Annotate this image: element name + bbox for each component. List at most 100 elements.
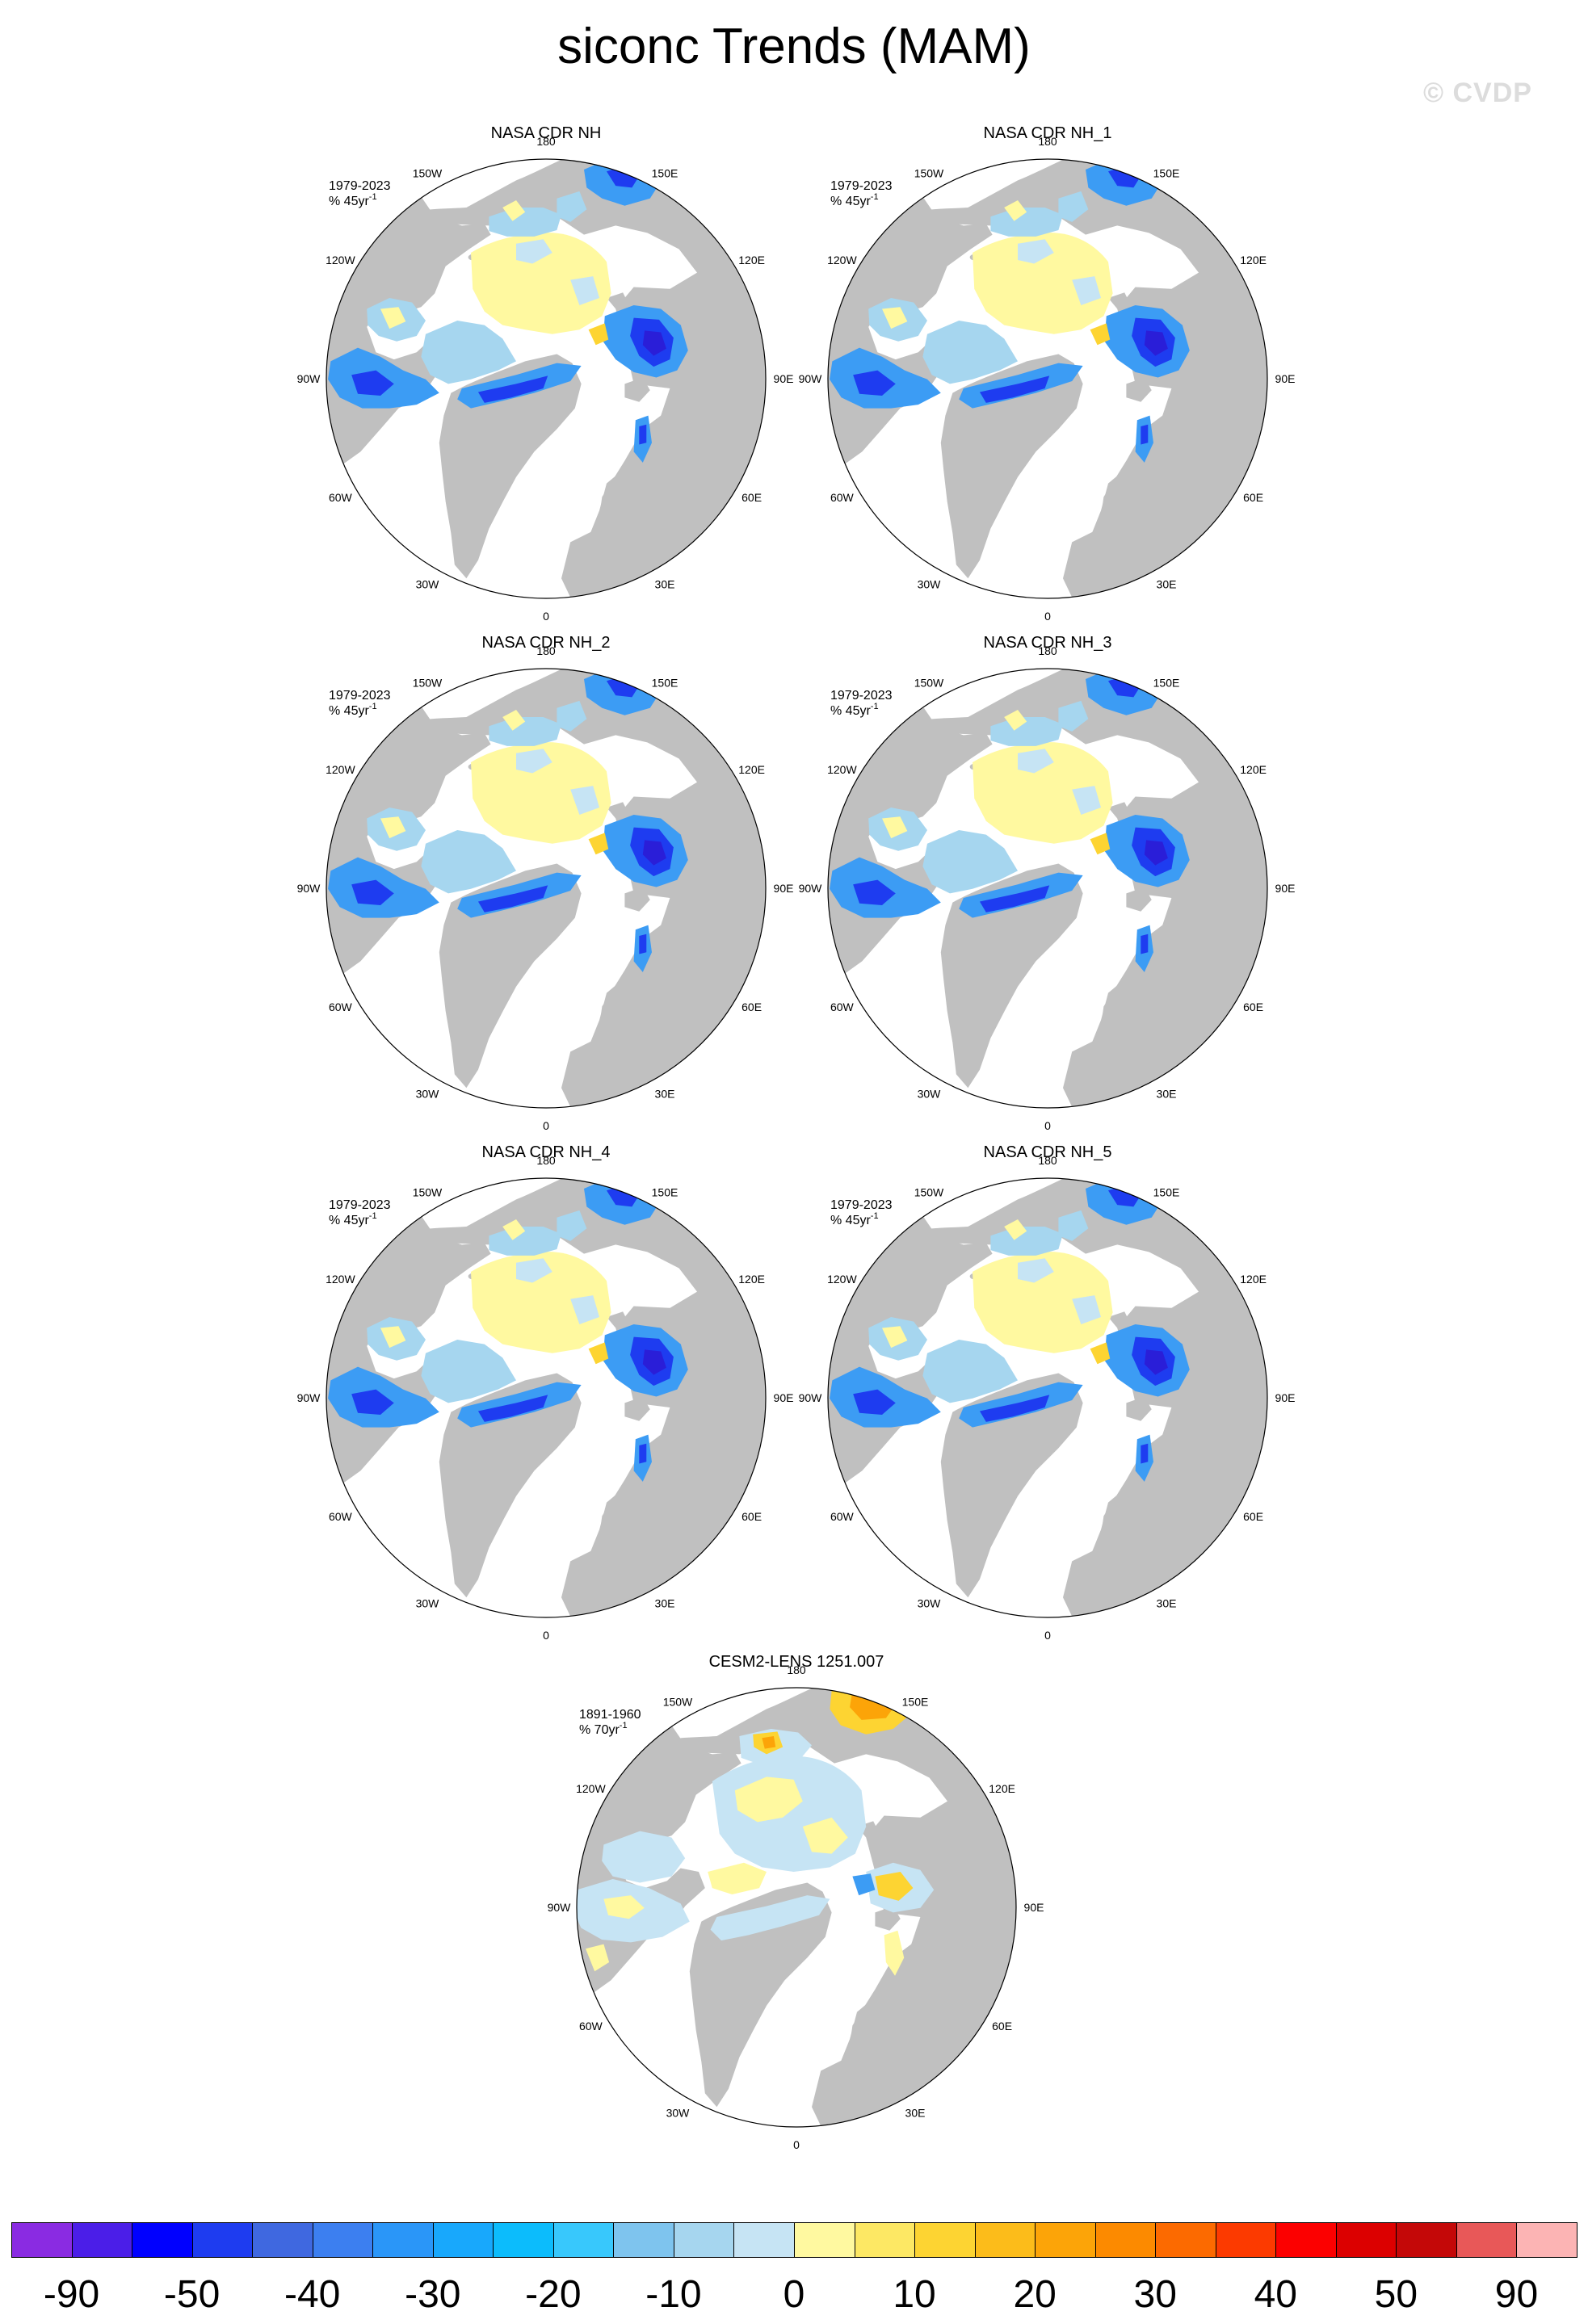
longitude-label: 180: [536, 1154, 556, 1167]
longitude-label: 120E: [738, 1273, 765, 1286]
novaya-zemlya-land: [701, 849, 725, 900]
colorbar-swatch: [854, 2222, 916, 2258]
central-arctic-trend: [973, 742, 1113, 844]
longitude-label: 120E: [738, 763, 765, 776]
longitude-label: 120E: [1240, 763, 1267, 776]
colorbar-swatch: [794, 2222, 855, 2258]
baltic-sea-core: [639, 1443, 647, 1464]
map-panel-nasa-cdr-nh-4: NASA CDR NH_4 1979-2023% 45yr-1 180 150E 120…: [269, 1135, 826, 1652]
scandinavia-land: [1082, 451, 1165, 579]
colorbar-tick-label: 30: [1133, 2273, 1177, 2316]
baffin-bay-trend: [922, 830, 1018, 894]
longitude-label: 90E: [774, 372, 794, 385]
central-arctic-patch: [1018, 749, 1054, 774]
novaya-zemlya-land: [701, 1358, 725, 1410]
greenland-sea-core: [979, 1395, 1050, 1422]
chukchi-sea-trend: [990, 1227, 1063, 1256]
greenland-sea-trend: [710, 1895, 830, 1941]
longitude-label: 150W: [914, 1185, 944, 1198]
baltic-sea-core: [1141, 933, 1149, 954]
hudson-bay-patch: [882, 1326, 908, 1349]
trend-period: 1979-2023: [329, 1198, 391, 1212]
greenland-land: [439, 863, 582, 1089]
longitude-label: 120W: [827, 1273, 857, 1286]
polar-map-border: [827, 1177, 1268, 1618]
longitude-label: 30W: [918, 578, 942, 591]
central-arctic-patch: [516, 749, 552, 774]
longitude-label: 30E: [655, 1088, 675, 1101]
trend-units-exponent: -1: [369, 1211, 377, 1221]
longitude-label: 90E: [1275, 372, 1296, 385]
trend-units: % 70yr-1: [579, 1721, 628, 1737]
central-arctic-patch: [1072, 1295, 1102, 1324]
trend-units: % 45yr-1: [830, 1211, 879, 1227]
longitude-label: 150E: [652, 676, 678, 689]
colorbar-tick-label: 90: [1494, 2273, 1539, 2316]
longitude-label: 0: [793, 2138, 800, 2151]
longitude-label: 30W: [416, 1597, 440, 1610]
longitude-label: 150E: [652, 166, 678, 179]
central-arctic-patch: [1072, 276, 1102, 305]
barents-sea-extreme: [1144, 1349, 1168, 1375]
labrador-sea-core: [853, 879, 896, 905]
scandinavia-land: [581, 451, 663, 579]
trend-period: 1979-2023: [329, 689, 391, 703]
longitude-label: 60E: [1243, 1000, 1263, 1013]
polar-map-border: [576, 1687, 1017, 2128]
longitude-label: 0: [1044, 610, 1051, 623]
baltic-sea-core: [639, 424, 647, 445]
longitude-label: 120E: [989, 1782, 1015, 1795]
severnaya-zemlya-land: [607, 292, 628, 309]
trend-units: % 45yr-1: [830, 192, 879, 208]
severnaya-zemlya-land: [1108, 1311, 1130, 1328]
central-arctic-patch: [570, 276, 600, 305]
arctic-island: [954, 749, 973, 758]
polar-map-content: [828, 1178, 1267, 1617]
longitude-label: 180: [1038, 1154, 1057, 1167]
longitude-label: 120W: [326, 763, 355, 776]
colorbar-swatch: [673, 2222, 735, 2258]
chukchi-sea-trend: [489, 717, 561, 746]
cvdp-watermark: © CVDP: [1423, 78, 1532, 108]
baltic-sea-trend: [884, 1930, 905, 1976]
severnaya-zemlya-land: [607, 1311, 628, 1328]
svalbard-land: [1126, 377, 1152, 402]
polar-map-content: [828, 669, 1267, 1108]
panel-title: NASA CDR NH_3: [984, 634, 1112, 652]
colorbar-swatch: [252, 2222, 313, 2258]
hudson-bay-patch: [380, 816, 406, 839]
hudson-bay-patch: [380, 307, 406, 329]
trend-units: % 45yr-1: [329, 192, 377, 208]
longitude-label: 150W: [413, 166, 443, 179]
scandinavia-land: [831, 1980, 914, 2108]
longitude-label: 90W: [799, 372, 823, 385]
longitude-label: 120W: [827, 763, 857, 776]
longitude-label: 90E: [1024, 1901, 1044, 1914]
trend-units: % 45yr-1: [329, 702, 377, 718]
svalbard-land: [1126, 1396, 1152, 1421]
trend-units-exponent: -1: [871, 1211, 879, 1221]
chukchi-sea-trend: [489, 1227, 561, 1256]
longitude-label: 90E: [1275, 882, 1296, 895]
labrador-sea-core: [351, 370, 394, 396]
scandinavia-land: [1082, 1470, 1165, 1598]
eurasia-land: [631, 1688, 1016, 2127]
barents-sea-extreme: [1144, 330, 1168, 356]
novaya-zemlya-land: [1203, 849, 1226, 900]
longitude-label: 150E: [1153, 166, 1180, 179]
central-arctic-trend: [471, 742, 611, 844]
longitude-label: 150E: [1153, 1185, 1180, 1198]
eurasia-land: [882, 1178, 1267, 1617]
figure-title: siconc Trends (MAM): [557, 19, 1031, 74]
arctic-island: [954, 1258, 973, 1268]
barents-sea-extreme: [642, 1349, 666, 1375]
map-panel-nasa-cdr-nh-3: NASA CDR NH_3 1979-2023% 45yr-1 180 150E 120…: [771, 626, 1328, 1143]
arctic-island: [394, 1292, 417, 1302]
barents-sea-extreme: [642, 330, 666, 356]
barents-sea-extreme: [1144, 840, 1168, 866]
barents-decline-patch: [852, 1873, 876, 1896]
longitude-label: 120E: [1240, 1273, 1267, 1286]
colorbar-swatch: [191, 2222, 254, 2258]
arctic-island: [667, 1785, 694, 1796]
longitude-label: 30W: [416, 578, 440, 591]
